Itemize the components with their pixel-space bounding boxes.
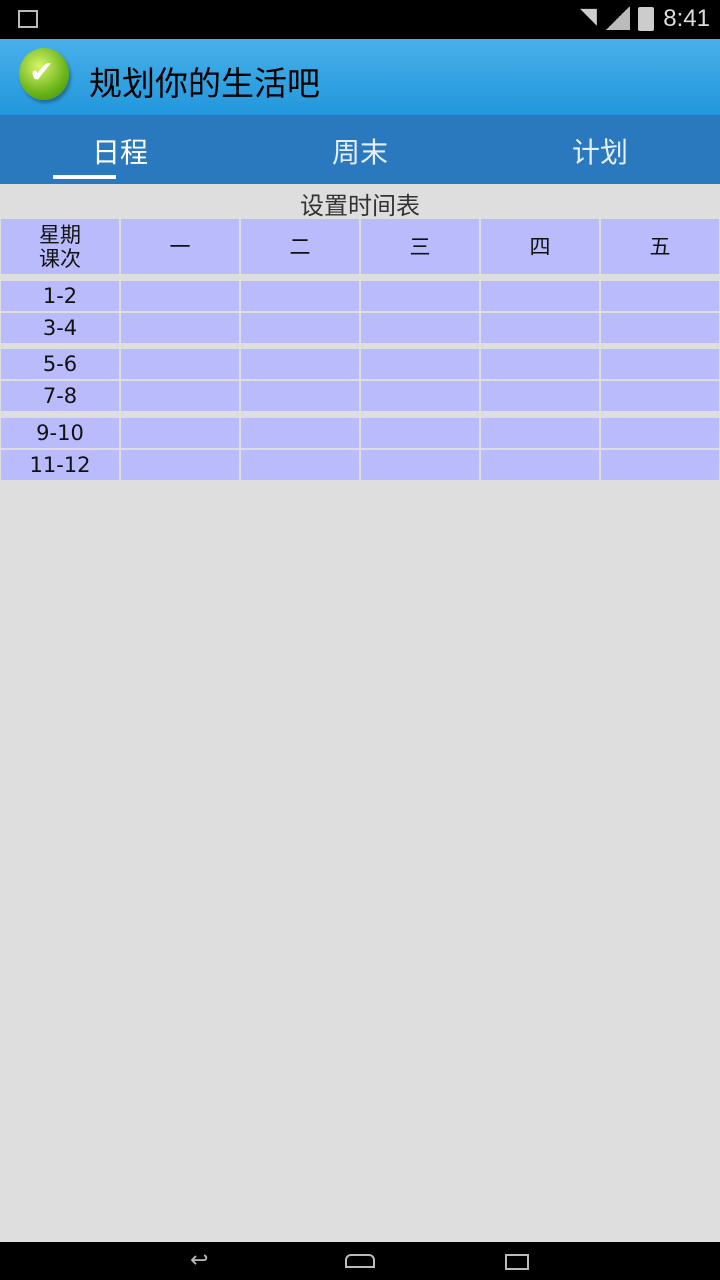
timetable-cell[interactable]: [601, 450, 719, 480]
timetable-cell[interactable]: [121, 381, 239, 411]
recents-icon[interactable]: [505, 1254, 529, 1270]
tab-schedule[interactable]: 日程: [91, 136, 148, 169]
timetable-cell[interactable]: [481, 418, 599, 448]
timetable-cell[interactable]: [121, 313, 239, 343]
timetable-caption: 设置时间表: [300, 192, 420, 220]
image-icon: [18, 10, 38, 28]
tab-plan[interactable]: 计划: [571, 136, 628, 169]
signal-icon: [606, 6, 630, 30]
app-bar: ✔ 规划你的生活吧: [0, 39, 720, 115]
timetable-cell[interactable]: [241, 381, 359, 411]
green-check-icon: ✔: [19, 48, 69, 100]
timetable-cell[interactable]: [601, 381, 719, 411]
timetable-cell[interactable]: [241, 418, 359, 448]
timetable-cell[interactable]: [121, 418, 239, 448]
timetable-cell[interactable]: [361, 450, 479, 480]
timetable-cell[interactable]: [361, 381, 479, 411]
day-header: 一: [121, 219, 239, 274]
day-header: 四: [481, 219, 599, 274]
period-label: 3-4: [1, 313, 119, 343]
day-header: 三: [361, 219, 479, 274]
back-icon[interactable]: ↩: [190, 1248, 209, 1273]
timetable-cell[interactable]: [481, 313, 599, 343]
timetable-cell[interactable]: [121, 349, 239, 379]
timetable-cell[interactable]: [601, 349, 719, 379]
timetable-cell[interactable]: [241, 281, 359, 311]
period-label: 1-2: [1, 281, 119, 311]
timetable-cell[interactable]: [241, 313, 359, 343]
period-label: 5-6: [1, 349, 119, 379]
timetable-cell[interactable]: [481, 450, 599, 480]
timetable-cell[interactable]: [361, 418, 479, 448]
nav-bar: ↩: [0, 1242, 720, 1280]
timetable-cell[interactable]: [601, 313, 719, 343]
timetable-cell[interactable]: [361, 313, 479, 343]
period-label: 9-10: [1, 418, 119, 448]
wifi-icon: ◥: [580, 4, 597, 29]
period-label: 7-8: [1, 381, 119, 411]
tab-indicator: [53, 175, 116, 179]
home-icon[interactable]: [345, 1254, 375, 1268]
corner-day-label: 星期: [39, 222, 81, 247]
timetable-cell[interactable]: [241, 349, 359, 379]
timetable-cell[interactable]: [481, 381, 599, 411]
app-title: 规划你的生活吧: [89, 64, 320, 103]
day-header: 二: [241, 219, 359, 274]
timetable-cell[interactable]: [361, 349, 479, 379]
timetable-cell[interactable]: [241, 450, 359, 480]
timetable-cell[interactable]: [121, 450, 239, 480]
tab-weekend[interactable]: 周末: [331, 136, 388, 169]
timetable-cell[interactable]: [601, 281, 719, 311]
timetable-cell[interactable]: [481, 281, 599, 311]
timetable-cell[interactable]: [361, 281, 479, 311]
status-bar: ◥ 8:41: [0, 0, 720, 39]
timetable-cell[interactable]: [601, 418, 719, 448]
day-header: 五: [601, 219, 719, 274]
corner-header: 星期 课次: [1, 219, 119, 274]
tab-bar: 日程 周末 计划: [0, 115, 720, 184]
period-label: 11-12: [1, 450, 119, 480]
timetable-cell[interactable]: [481, 349, 599, 379]
timetable-cell[interactable]: [121, 281, 239, 311]
clock: 8:41: [663, 5, 710, 32]
corner-period-label: 课次: [39, 246, 81, 271]
battery-icon: [638, 7, 654, 31]
